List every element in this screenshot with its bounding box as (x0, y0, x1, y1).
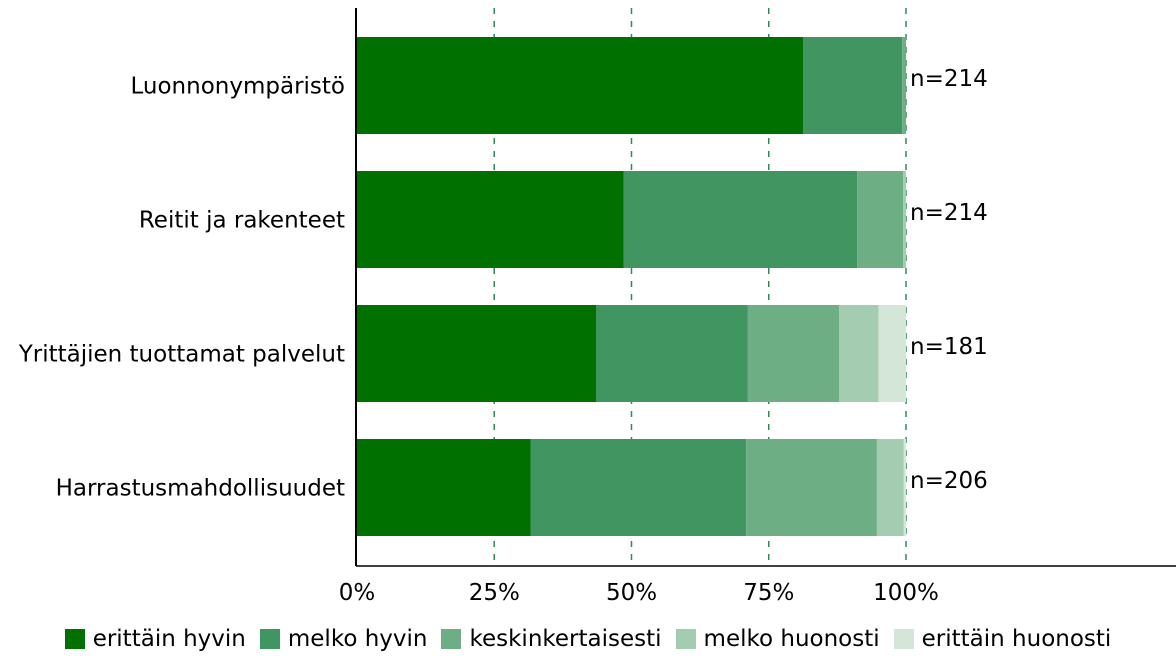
bar-segment (357, 37, 804, 134)
category-label: Reitit ja rakenteet (139, 208, 345, 234)
axes (355, 8, 1176, 567)
legend-label: erittäin huonosti (921, 626, 1112, 652)
count-label: n=181 (910, 334, 988, 360)
bar-segment (746, 439, 877, 536)
legend-item: melko hyvin (259, 626, 428, 652)
stacked-bar-chart: Luonnonympäristö n=214 Reitit ja rakenteet… (18, 8, 1176, 606)
legend-swatch (441, 629, 462, 649)
bar-segment (903, 439, 906, 536)
bar-segment (357, 305, 597, 402)
bar-segment (357, 171, 624, 268)
x-tick-label: 100% (873, 580, 939, 606)
legend-swatch (64, 629, 85, 649)
legend-label: erittäin hyvin (92, 626, 246, 652)
legend-swatch (893, 629, 914, 649)
legend-swatch (675, 629, 696, 649)
bar-segment (902, 37, 906, 134)
legend-label: melko hyvin (287, 626, 428, 652)
x-tick-label: 25% (469, 580, 520, 606)
legend-label: melko huonosti (703, 626, 880, 652)
bar-segment (623, 171, 858, 268)
bar-segment (839, 305, 879, 402)
category-label: Yrittäjien tuottamat palvelut (18, 342, 345, 368)
count-label: n=206 (910, 468, 988, 494)
bar-segment (878, 305, 906, 402)
x-tick-label: 50% (606, 580, 657, 606)
legend-label: keskinkertaisesti (469, 626, 662, 652)
legend-swatch (259, 629, 280, 649)
count-label: n=214 (910, 66, 988, 92)
legend-item: keskinkertaisesti (441, 626, 662, 652)
bar-segment (857, 171, 904, 268)
legend-item: erittäin hyvin (64, 626, 246, 652)
legend-item: erittäin huonosti (893, 626, 1112, 652)
bar-segment (903, 171, 906, 268)
legend-item: melko huonosti (675, 626, 880, 652)
category-label: Harrastusmahdollisuudet (56, 476, 345, 502)
bar-segment (530, 439, 747, 536)
bars (357, 37, 906, 536)
bar-segment (747, 305, 840, 402)
bar-segment (803, 37, 903, 134)
bar-segment (357, 439, 531, 536)
legend: erittäin hyvin melko hyvin keskinkertaises… (0, 622, 1176, 656)
x-tick-label: 0% (339, 580, 376, 606)
bar-segment (596, 305, 748, 402)
category-label: Luonnonympäristö (131, 74, 346, 100)
x-tick-label: 75% (743, 580, 794, 606)
count-label: n=214 (910, 200, 988, 226)
bar-segment (876, 439, 904, 536)
labels: Luonnonympäristö n=214 Reitit ja rakenteet… (18, 66, 988, 606)
